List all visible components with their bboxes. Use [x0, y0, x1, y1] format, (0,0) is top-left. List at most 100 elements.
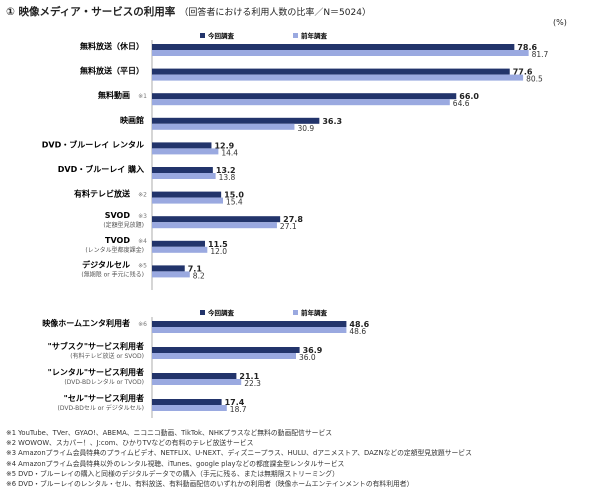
bar-current: [152, 117, 320, 124]
category-label: 無料放送（平日）: [80, 66, 144, 76]
legend-swatch-current: [200, 310, 205, 315]
bar-current: [152, 142, 212, 149]
bar-current: [152, 399, 222, 405]
category-sublabel: (DVD-BDセル or デジタルセル): [58, 404, 144, 412]
category-note: ※6: [138, 321, 147, 328]
legend-label-previous: 前年調査: [301, 308, 328, 317]
value-label-current: 12.9: [214, 141, 234, 150]
legend-swatch-previous: [293, 310, 298, 315]
category-label: 有料テレビ放送: [74, 189, 131, 199]
value-label-current: 78.6: [517, 43, 537, 52]
category-label: 映画館: [120, 115, 144, 125]
footnote: ※5 DVD・ブルーレイの購入と同様のデジタルデータでの購入（手元に残る、または…: [6, 469, 339, 478]
value-label-previous: 14.4: [221, 148, 238, 157]
category-label: DVD・ブルーレイ レンタル: [42, 139, 144, 149]
category-note: ※3: [138, 213, 147, 220]
value-label-previous: 27.1: [280, 222, 297, 231]
value-label-previous: 12.0: [210, 247, 227, 256]
bar-previous: [152, 246, 208, 253]
value-label-current: 21.1: [239, 372, 259, 381]
bar-previous: [152, 148, 219, 155]
legend-swatch-current: [200, 33, 205, 38]
bar-current: [152, 93, 457, 100]
category-label: デジタルセル: [82, 259, 130, 269]
value-label-previous: 64.6: [453, 99, 470, 108]
category-label: 無料動画: [98, 90, 130, 100]
bar-previous: [152, 99, 450, 106]
category-sublabel: (レンタル型都度課金): [85, 246, 144, 254]
legend-label-current: 今回調査: [208, 308, 235, 317]
category-sublabel: (有料テレビ放送 or SVOD): [70, 352, 144, 360]
title-main: ① 映像メディア・サービスの利用率: [6, 6, 176, 18]
value-label-current: 27.8: [283, 215, 303, 224]
legend-swatch-previous: [293, 33, 298, 38]
bar-previous: [152, 50, 529, 56]
value-label-current: 17.4: [225, 398, 245, 407]
value-label-current: 66.0: [459, 92, 479, 101]
value-label-previous: 48.6: [349, 327, 366, 336]
value-label-previous: 22.3: [244, 379, 261, 388]
value-label-previous: 80.5: [526, 75, 543, 84]
category-label: 映像ホームエンタ利用者: [42, 318, 130, 328]
value-label-current: 15.0: [224, 191, 244, 200]
footnote: ※3 Amazonプライム会員特典のプライムビデオ、NETFLIX、U-NEXT…: [6, 449, 472, 458]
bar-previous: [152, 197, 223, 204]
value-label-previous: 15.4: [226, 198, 243, 207]
category-note: ※1: [138, 93, 147, 100]
footnote: ※6 DVD・ブルーレイのレンタル・セル、有料放送、有料動画配信のいずれかの利用…: [6, 480, 414, 489]
value-label-previous: 13.8: [219, 173, 236, 182]
footnote: ※2 WOWOW、スカパー！、J:com、ひかりTVなどの有料のテレビ放送サービ…: [6, 439, 254, 448]
bar-previous: [152, 173, 216, 179]
value-label-current: 77.6: [513, 68, 533, 77]
value-label-current: 7.1: [188, 264, 203, 273]
category-sublabel: (定額型見放題): [103, 221, 144, 229]
bar-previous: [152, 123, 295, 130]
legend-label-current: 今回調査: [208, 31, 235, 40]
category-sublabel: (DVD-BDレンタル or TVOD): [64, 378, 144, 386]
category-label: "セル"サービス利用者: [64, 393, 144, 403]
bar-previous: [152, 327, 347, 333]
page-title: ① 映像メディア・サービスの利用率 （回答者における利用人数の比率／N＝5024）: [6, 4, 371, 19]
bar-current: [152, 240, 206, 247]
bar-current: [152, 347, 300, 353]
category-note: ※4: [138, 238, 147, 245]
value-label-current: 36.9: [303, 346, 323, 355]
bar-previous: [152, 405, 227, 411]
bar-previous: [152, 353, 296, 359]
bar-current: [152, 44, 515, 50]
value-label-previous: 8.2: [193, 271, 205, 280]
bar-previous: [152, 379, 242, 385]
category-note: ※2: [138, 192, 147, 199]
footnotes: ※1 YouTube、TVer、GYAO!、ABEMA、ニコニコ動画、TikTo…: [6, 428, 596, 489]
footnote: ※4 Amazonプライム会員特典以外のレンタル視聴、iTunes、google…: [6, 459, 345, 468]
bar-previous: [152, 222, 277, 229]
bar-previous: [152, 74, 524, 81]
value-label-previous: 18.7: [230, 405, 247, 414]
category-label: "サブスク"サービス利用者: [48, 341, 144, 351]
value-label-current: 48.6: [349, 320, 369, 329]
value-label-current: 13.2: [216, 166, 236, 175]
value-label-current: 11.5: [208, 240, 228, 249]
value-label-current: 36.3: [322, 117, 342, 126]
bar-current: [152, 167, 213, 173]
value-label-previous: 81.7: [532, 50, 549, 59]
category-label: "レンタル"サービス利用者: [48, 367, 144, 377]
bar-current: [152, 373, 237, 379]
category-label: SVOD: [105, 211, 131, 220]
value-label-previous: 36.0: [299, 353, 316, 362]
bar-current: [152, 265, 185, 272]
unit-label: (%): [553, 18, 567, 27]
bar-previous: [152, 271, 190, 278]
bar-current: [152, 321, 347, 327]
category-label: 無料放送（休日）: [80, 41, 144, 51]
category-label: TVOD: [105, 236, 130, 245]
title-subtitle: （回答者における利用人数の比率／N＝5024）: [179, 8, 371, 18]
category-sublabel: (無期限 or 手元に残る): [81, 270, 144, 278]
bar-current: [152, 216, 281, 223]
bar-current: [152, 191, 222, 198]
footnote: ※1 YouTube、TVer、GYAO!、ABEMA、ニコニコ動画、TikTo…: [6, 429, 333, 437]
category-label: DVD・ブルーレイ 購入: [58, 164, 144, 174]
category-note: ※5: [138, 262, 147, 269]
bar-current: [152, 68, 510, 75]
